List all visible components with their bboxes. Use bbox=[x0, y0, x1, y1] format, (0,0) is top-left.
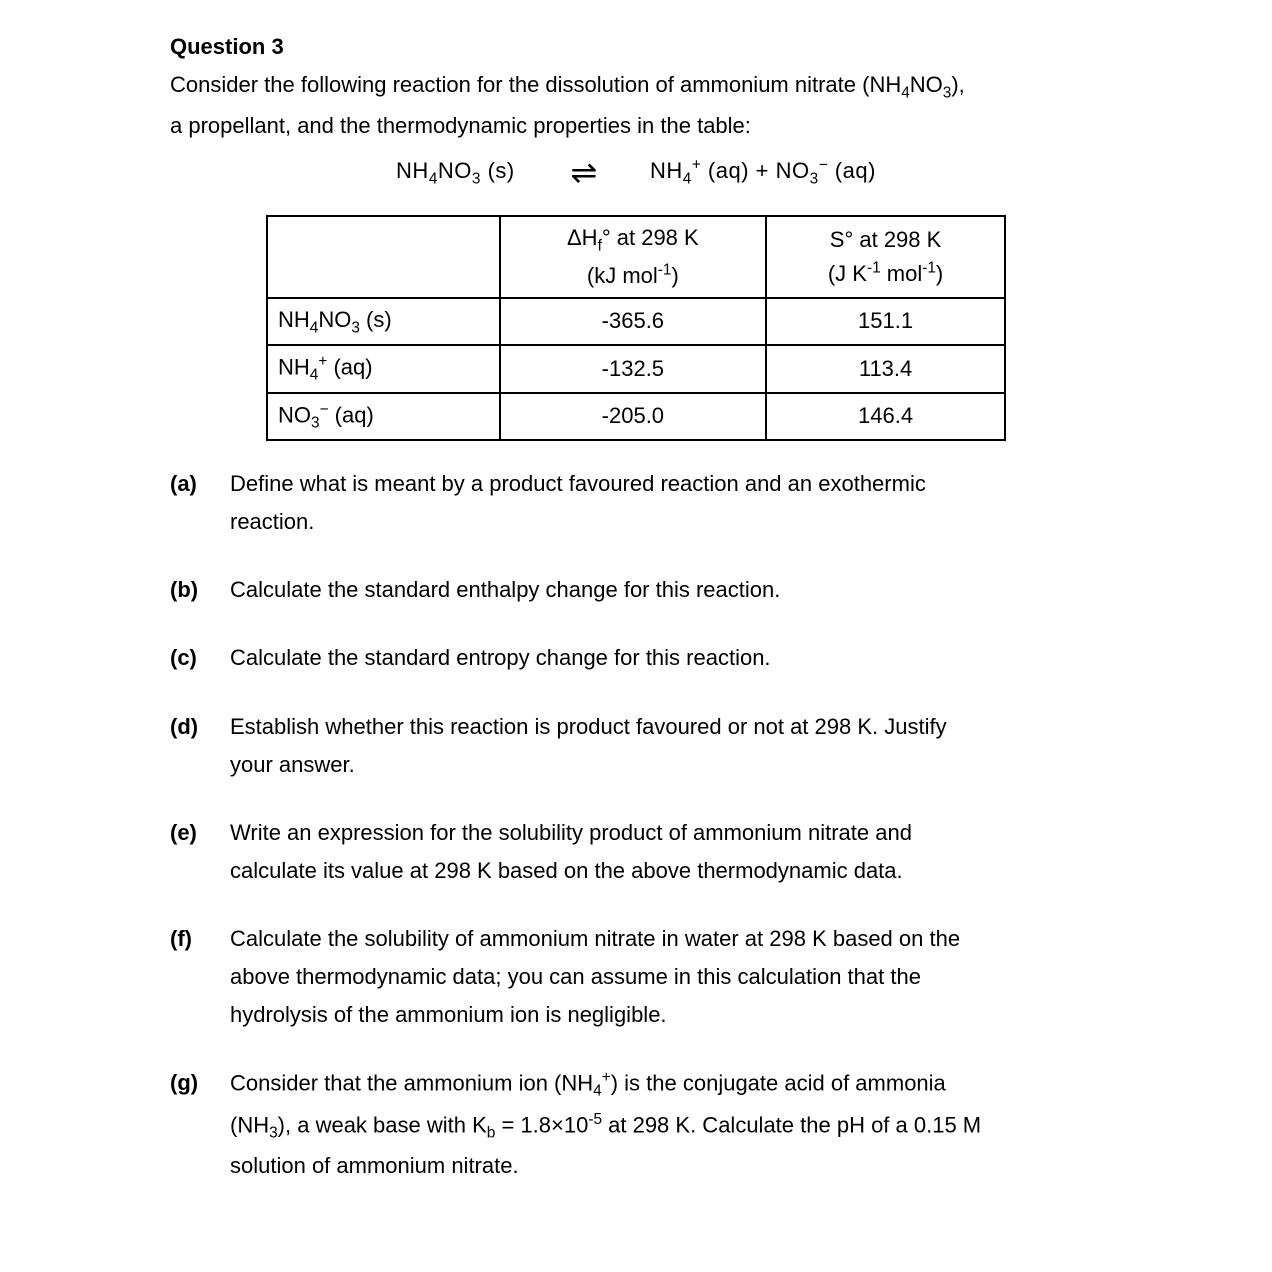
part-body: Consider that the ammonium ion (NH4+) is… bbox=[230, 1066, 1102, 1187]
dh-cell: -365.6 bbox=[500, 298, 767, 345]
question-part: (b)Calculate the standard enthalpy chang… bbox=[170, 573, 1102, 611]
species-cell: NH4NO3 (s) bbox=[267, 298, 500, 345]
question-intro: Consider the following reaction for the … bbox=[170, 68, 1102, 143]
part-line: above thermodynamic data; you can assume… bbox=[230, 960, 1102, 994]
part-line: Consider that the ammonium ion (NH4+) is… bbox=[230, 1066, 1102, 1104]
table-header-row: ΔHf° at 298 K (kJ mol-1) S° at 298 K (J … bbox=[267, 216, 1005, 298]
table-header-blank bbox=[267, 216, 500, 298]
dh-cell: -205.0 bbox=[500, 393, 767, 441]
header-s-unit: (J K-1 mol-1) bbox=[828, 261, 943, 286]
part-body: Calculate the solubility of ammonium nit… bbox=[230, 922, 1102, 1036]
question-part: (d)Establish whether this reaction is pr… bbox=[170, 710, 1102, 786]
equation-lhs: NH4NO3 (s) bbox=[396, 158, 515, 183]
s-cell: 151.1 bbox=[766, 298, 1005, 345]
question-part: (c)Calculate the standard entropy change… bbox=[170, 641, 1102, 679]
part-line: Write an expression for the solubility p… bbox=[230, 816, 1102, 850]
table-row: NH4NO3 (s) -365.6 151.1 bbox=[267, 298, 1005, 345]
part-line: Calculate the solubility of ammonium nit… bbox=[230, 922, 1102, 956]
thermo-table: ΔHf° at 298 K (kJ mol-1) S° at 298 K (J … bbox=[266, 215, 1006, 441]
part-label: (a) bbox=[170, 467, 230, 543]
reaction-equation: NH4NO3 (s) NH4+ (aq) + NO3− (aq) bbox=[170, 147, 1102, 197]
question-page: Question 3 Consider the following reacti… bbox=[0, 0, 1272, 1272]
question-part: (f)Calculate the solubility of ammonium … bbox=[170, 922, 1102, 1036]
part-line: Calculate the standard enthalpy change f… bbox=[230, 573, 1102, 607]
species-cell: NO3− (aq) bbox=[267, 393, 500, 441]
header-dh-label: ΔHf° at 298 K bbox=[567, 225, 699, 250]
equation-rhs: NH4+ (aq) + NO3− (aq) bbox=[650, 158, 876, 183]
equilibrium-arrow-icon bbox=[537, 147, 627, 197]
dh-cell: -132.5 bbox=[500, 345, 767, 393]
question-part: (g)Consider that the ammonium ion (NH4+)… bbox=[170, 1066, 1102, 1187]
header-dh-unit: (kJ mol-1) bbox=[587, 263, 679, 288]
part-line: calculate its value at 298 K based on th… bbox=[230, 854, 1102, 888]
table-row: NH4+ (aq) -132.5 113.4 bbox=[267, 345, 1005, 393]
part-label: (f) bbox=[170, 922, 230, 1036]
part-line: Establish whether this reaction is produ… bbox=[230, 710, 1102, 744]
intro-line-1: Consider the following reaction for the … bbox=[170, 68, 1102, 105]
question-title: Question 3 bbox=[170, 30, 1102, 64]
part-line: Calculate the standard entropy change fo… bbox=[230, 641, 1102, 675]
part-line: (NH3), a weak base with Kb = 1.8×10-5 at… bbox=[230, 1108, 1102, 1146]
species-cell: NH4+ (aq) bbox=[267, 345, 500, 393]
part-body: Calculate the standard enthalpy change f… bbox=[230, 573, 1102, 611]
part-body: Establish whether this reaction is produ… bbox=[230, 710, 1102, 786]
part-label: (c) bbox=[170, 641, 230, 679]
question-part: (e)Write an expression for the solubilit… bbox=[170, 816, 1102, 892]
header-s-label: S° at 298 K bbox=[830, 227, 942, 252]
part-line: hydrolysis of the ammonium ion is neglig… bbox=[230, 998, 1102, 1032]
part-line: reaction. bbox=[230, 505, 1102, 539]
part-body: Write an expression for the solubility p… bbox=[230, 816, 1102, 892]
part-body: Define what is meant by a product favour… bbox=[230, 467, 1102, 543]
question-part: (a)Define what is meant by a product fav… bbox=[170, 467, 1102, 543]
part-label: (b) bbox=[170, 573, 230, 611]
s-cell: 113.4 bbox=[766, 345, 1005, 393]
table-row: NO3− (aq) -205.0 146.4 bbox=[267, 393, 1005, 441]
table-header-dh: ΔHf° at 298 K (kJ mol-1) bbox=[500, 216, 767, 298]
s-cell: 146.4 bbox=[766, 393, 1005, 441]
part-body: Calculate the standard entropy change fo… bbox=[230, 641, 1102, 679]
intro-line-2: a propellant, and the thermodynamic prop… bbox=[170, 109, 1102, 143]
part-line: Define what is meant by a product favour… bbox=[230, 467, 1102, 501]
part-label: (g) bbox=[170, 1066, 230, 1187]
part-line: your answer. bbox=[230, 748, 1102, 782]
part-label: (e) bbox=[170, 816, 230, 892]
part-label: (d) bbox=[170, 710, 230, 786]
question-parts: (a)Define what is meant by a product fav… bbox=[170, 467, 1102, 1187]
table-header-s: S° at 298 K (J K-1 mol-1) bbox=[766, 216, 1005, 298]
part-line: solution of ammonium nitrate. bbox=[230, 1149, 1102, 1183]
